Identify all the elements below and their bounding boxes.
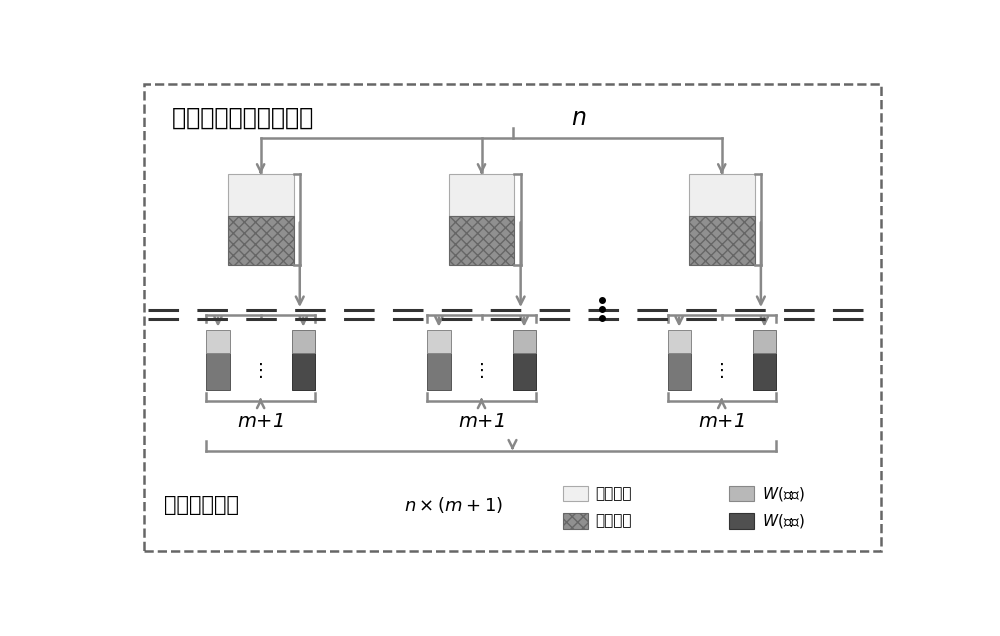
Bar [753, 353, 776, 390]
Text: ⋮: ⋮ [713, 363, 731, 380]
Bar [292, 353, 315, 390]
Text: 原始标签: 原始标签 [595, 513, 632, 529]
Text: ⋮: ⋮ [252, 363, 270, 380]
Bar [449, 216, 514, 265]
Text: 生成的数据集: 生成的数据集 [164, 495, 239, 515]
Bar [689, 216, 755, 265]
Text: ⋮: ⋮ [473, 363, 490, 380]
Bar [427, 329, 450, 353]
Bar [228, 174, 294, 216]
Bar [512, 353, 536, 390]
Text: $n$: $n$ [571, 106, 586, 130]
Bar [729, 486, 754, 501]
Text: $m$+1: $m$+1 [237, 412, 284, 431]
Bar [449, 174, 514, 216]
Bar [753, 329, 776, 353]
Bar [563, 513, 588, 529]
Bar [668, 329, 691, 353]
Text: $m$+1: $m$+1 [698, 412, 745, 431]
Bar [427, 353, 450, 390]
Text: $m$+1: $m$+1 [458, 412, 505, 431]
Text: $n\times(m+1)$: $n\times(m+1)$ [404, 495, 503, 515]
Text: 人工标注语义分割标签: 人工标注语义分割标签 [172, 106, 329, 130]
Text: 原始样本: 原始样本 [595, 486, 632, 501]
Bar [206, 329, 230, 353]
Bar [729, 513, 754, 529]
Bar [563, 486, 588, 501]
Text: $W$(样本): $W$(样本) [762, 485, 805, 502]
Bar [668, 353, 691, 390]
Bar [689, 174, 755, 216]
Bar [512, 329, 536, 353]
Bar [206, 353, 230, 390]
Text: $W$(标签): $W$(标签) [762, 512, 805, 530]
Bar [292, 329, 315, 353]
Bar [228, 216, 294, 265]
